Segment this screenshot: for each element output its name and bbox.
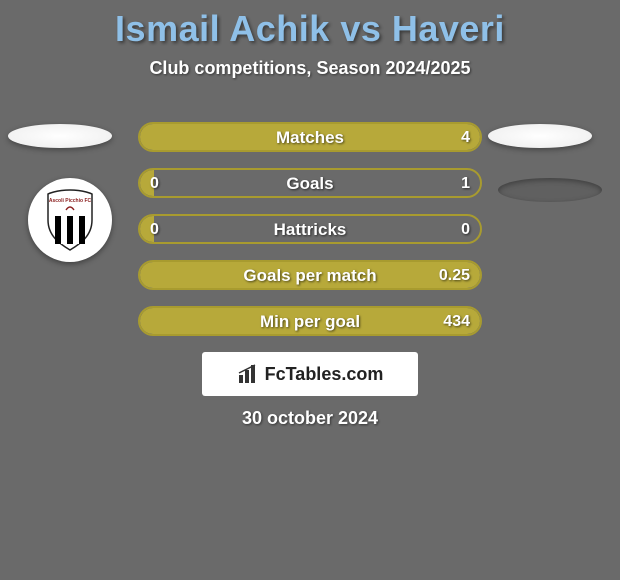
title-player1: Ismail Achik (115, 8, 330, 49)
brand-box[interactable]: FcTables.com (202, 352, 418, 396)
title-vs: vs (330, 8, 392, 49)
stat-row: 0Goals1 (138, 168, 482, 198)
bars-icon (237, 363, 259, 385)
stat-row: 0Hattricks0 (138, 214, 482, 244)
stat-right-value: 1 (461, 170, 470, 198)
stat-row: Goals per match0.25 (138, 260, 482, 290)
stat-right-value: 0.25 (439, 262, 470, 290)
stat-label: Matches (140, 124, 480, 152)
comparison-card: Ismail Achik vs Haveri Club competitions… (0, 0, 620, 580)
stat-right-value: 0 (461, 216, 470, 244)
date-label: 30 october 2024 (0, 408, 620, 429)
stat-label: Min per goal (140, 308, 480, 336)
stat-label: Goals (140, 170, 480, 198)
page-subtitle: Club competitions, Season 2024/2025 (0, 58, 620, 79)
stat-right-value: 434 (443, 308, 470, 336)
brand-text: FcTables.com (265, 364, 384, 385)
stat-row: Matches4 (138, 122, 482, 152)
stat-right-value: 4 (461, 124, 470, 152)
stat-label: Goals per match (140, 262, 480, 290)
stat-label: Hattricks (140, 216, 480, 244)
title-player2: Haveri (392, 8, 505, 49)
stat-rows: Matches40Goals10Hattricks0Goals per matc… (0, 122, 620, 352)
stat-row: Min per goal434 (138, 306, 482, 336)
page-title: Ismail Achik vs Haveri (0, 0, 620, 50)
